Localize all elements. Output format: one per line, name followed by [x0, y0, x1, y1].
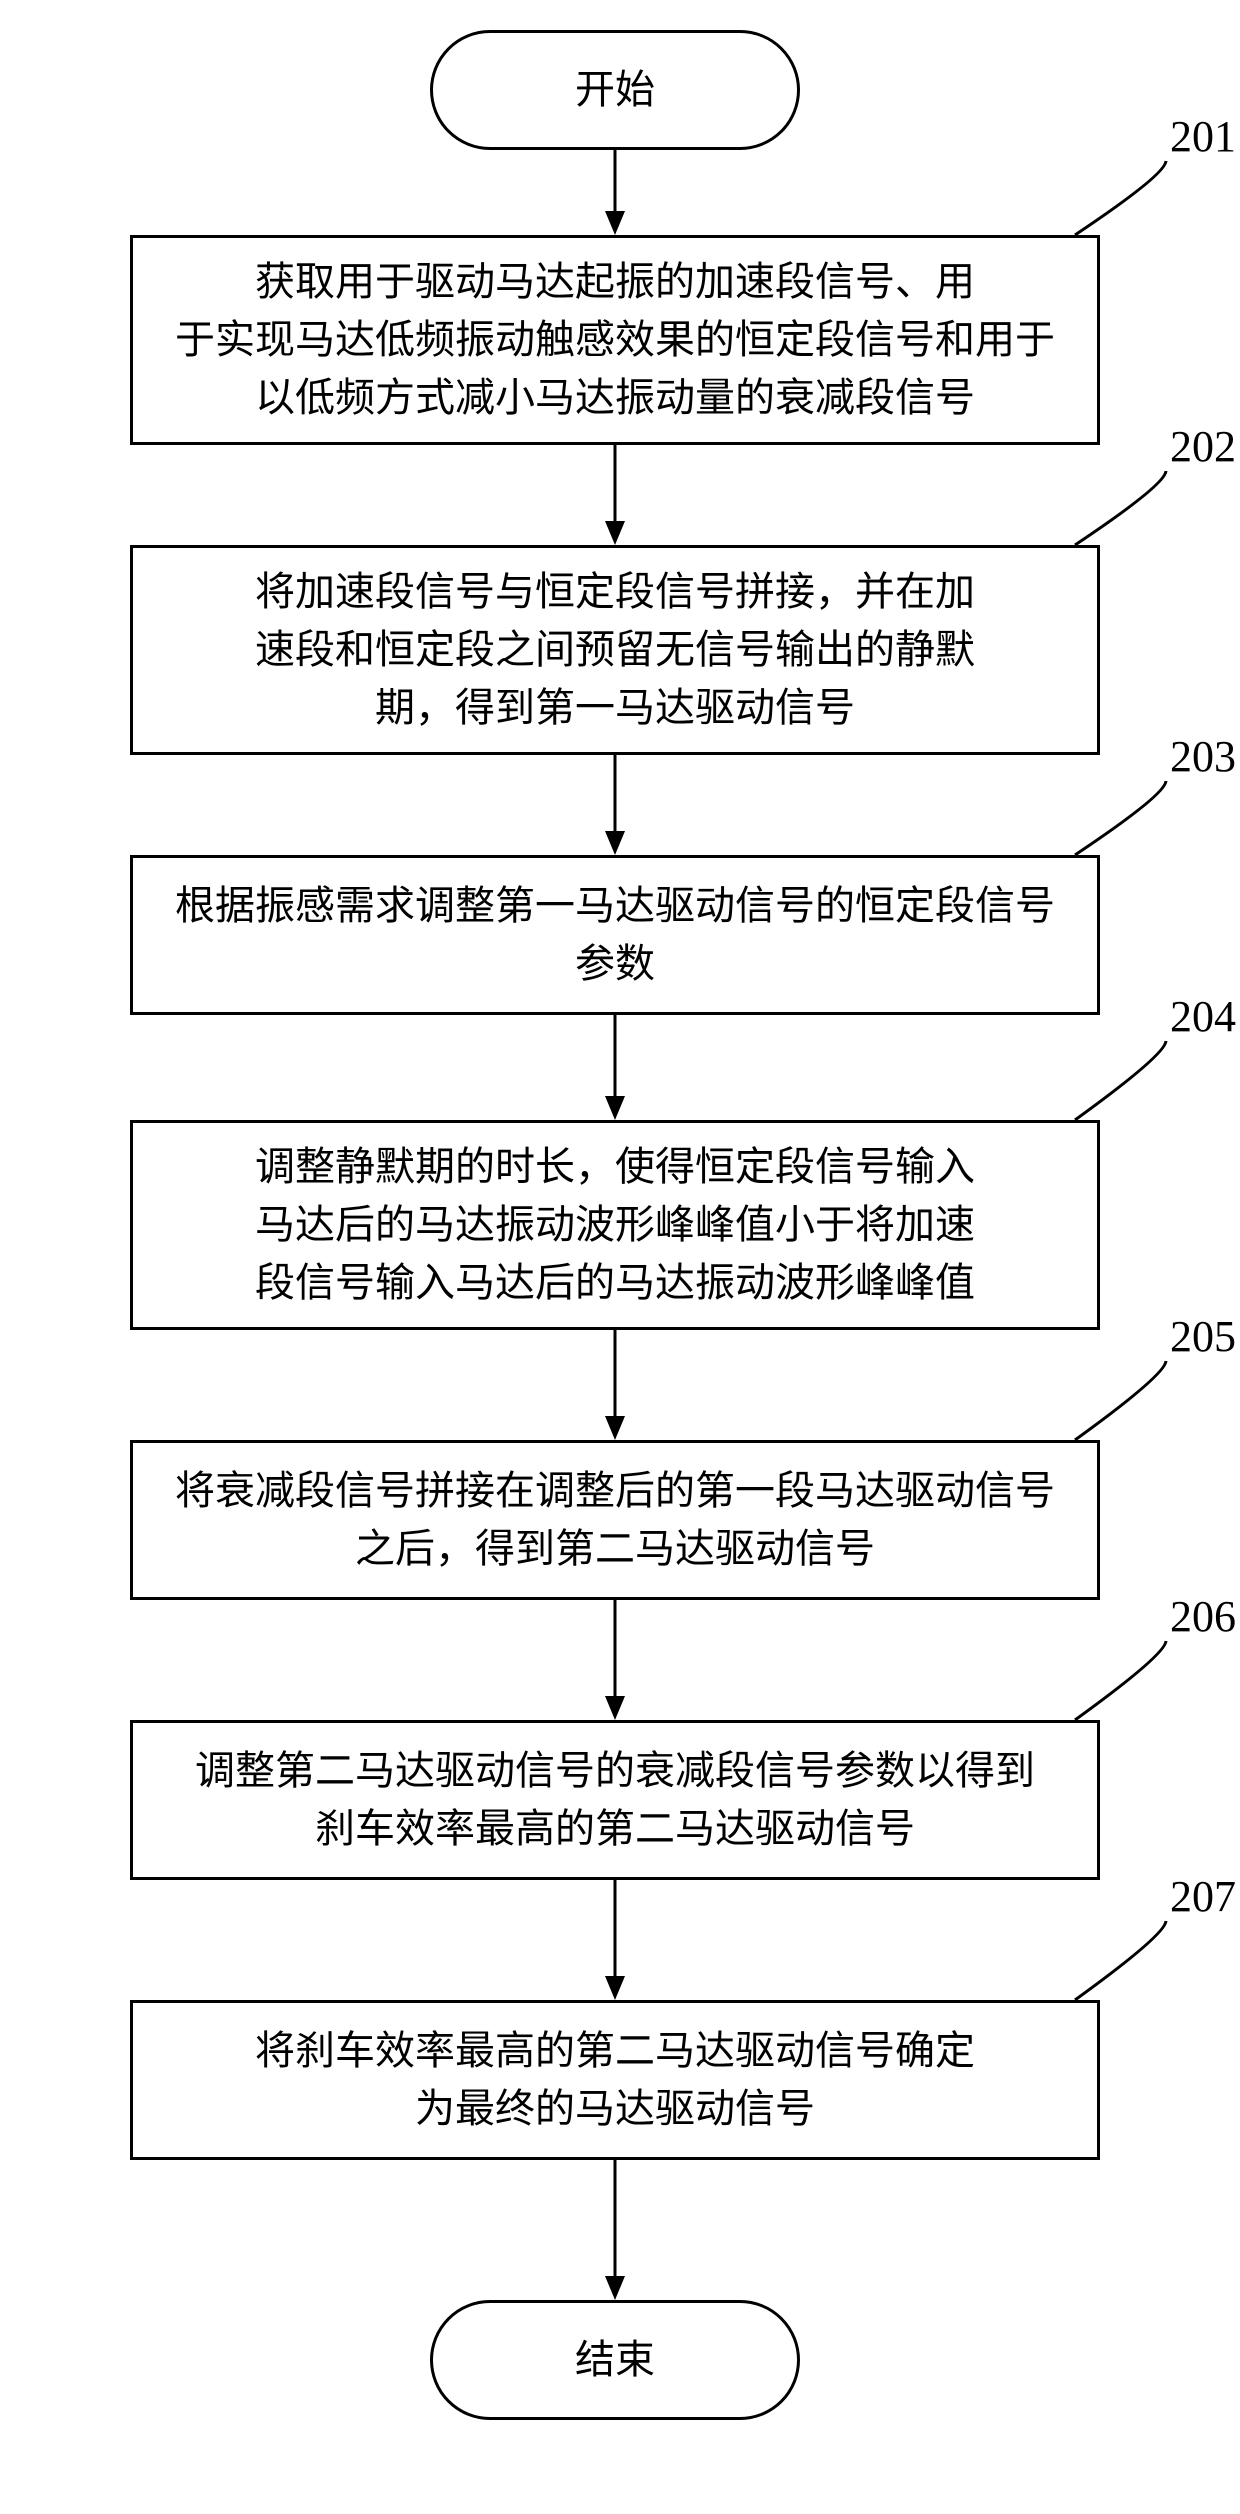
ref-205: 205	[1170, 1311, 1236, 1362]
ref-201: 201	[1170, 111, 1236, 162]
ref-207: 207	[1170, 1871, 1236, 1922]
step-205: 将衰减段信号拼接在调整后的第一段马达驱动信号 之后，得到第二马达驱动信号	[130, 1440, 1100, 1600]
ref-203: 203	[1170, 731, 1236, 782]
step-204: 调整静默期的时长，使得恒定段信号输入 马达后的马达振动波形峰峰值小于将加速 段信…	[130, 1120, 1100, 1330]
start-terminator: 开始	[430, 30, 800, 150]
step-206: 调整第二马达驱动信号的衰减段信号参数以得到 刹车效率最高的第二马达驱动信号	[130, 1720, 1100, 1880]
end-terminator: 结束	[430, 2300, 800, 2420]
step-207: 将刹车效率最高的第二马达驱动信号确定 为最终的马达驱动信号	[130, 2000, 1100, 2160]
ref-202: 202	[1170, 421, 1236, 472]
ref-206: 206	[1170, 1591, 1236, 1642]
step-203: 根据振感需求调整第一马达驱动信号的恒定段信号 参数	[130, 855, 1100, 1015]
step-202: 将加速段信号与恒定段信号拼接，并在加 速段和恒定段之间预留无信号输出的静默 期，…	[130, 545, 1100, 755]
step-201: 获取用于驱动马达起振的加速段信号、用 于实现马达低频振动触感效果的恒定段信号和用…	[130, 235, 1100, 445]
ref-204: 204	[1170, 991, 1236, 1042]
